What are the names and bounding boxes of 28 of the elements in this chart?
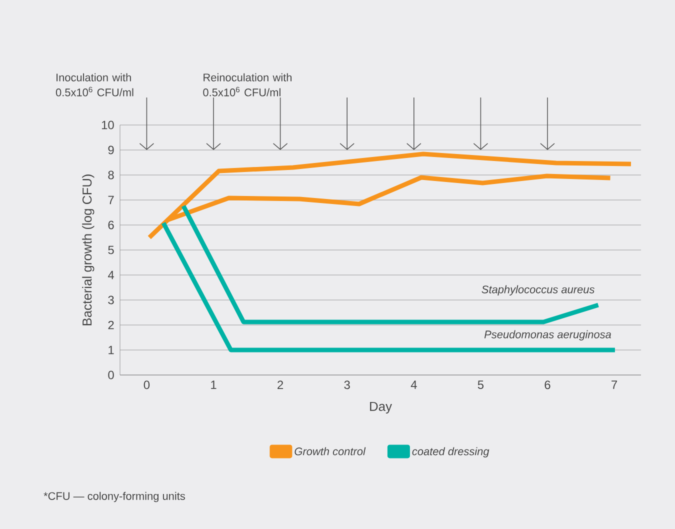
- y-tick-label: 6: [108, 220, 114, 230]
- y-axis-title: Bacterial growth (log CFU): [82, 174, 94, 326]
- y-tick-label: 8: [108, 170, 114, 180]
- legend-label: coated dressing: [412, 447, 490, 458]
- y-tick-label: 2: [108, 320, 114, 330]
- ref-line-label: Inoculation with 0.5x10$^{6}$ CFU/ml: [56, 73, 134, 96]
- y-tick-label: 10: [102, 120, 114, 130]
- x-tick-label: 5: [478, 380, 484, 389]
- text: *CFU — colony-forming units: [44, 492, 185, 502]
- x-tick-label: 3: [344, 380, 350, 390]
- y-tick-label: 0: [108, 370, 114, 380]
- x-tick-label: 1: [211, 380, 216, 389]
- annotation: Pseudomonas aeruginosa: [484, 330, 612, 340]
- x-axis-title: Day: [370, 402, 392, 414]
- x-tick-label: 7: [612, 380, 617, 389]
- x-tick-label: 2: [278, 380, 284, 389]
- y-tick-label: 5: [108, 246, 114, 254]
- x-tick-label: 4: [410, 380, 417, 389]
- y-tick-label: 1: [108, 346, 114, 354]
- y-tick-label: 9: [108, 146, 114, 154]
- annotation: Staphylococcus aureus: [482, 285, 594, 296]
- y-tick-label: 4: [108, 270, 114, 280]
- ref-line-label: Reinoculation with 0.5x10$^{6}$ CFU/ml: [203, 73, 292, 96]
- y-tick-label: 7: [108, 196, 114, 204]
- x-tick-label: 6: [544, 380, 550, 390]
- y-tick-label: 3: [108, 296, 114, 304]
- legend-label: Growth control: [294, 447, 366, 456]
- x-tick-label: 0: [144, 380, 150, 390]
